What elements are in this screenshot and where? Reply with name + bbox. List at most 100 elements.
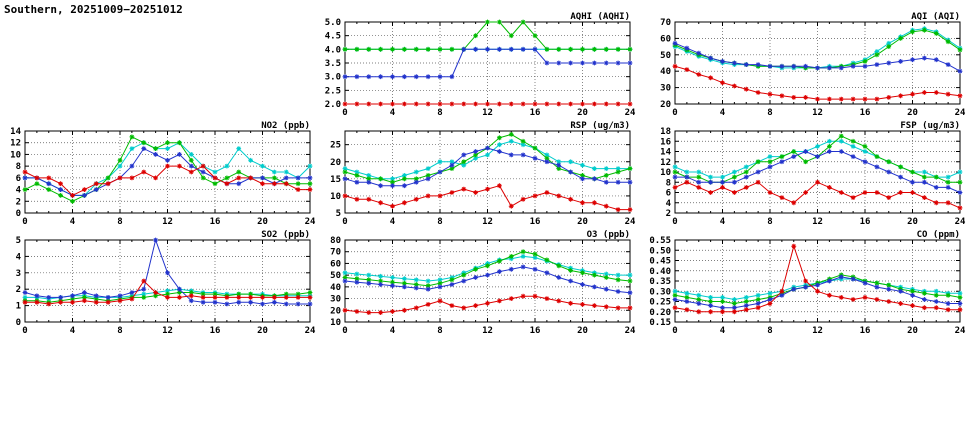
ytick-label: 6 (666, 189, 671, 199)
xtick-label: 20 (257, 326, 268, 336)
ytick-label: 0.50 (649, 246, 671, 256)
ytick-label: 20 (330, 306, 341, 316)
series-markers-blue (672, 274, 963, 311)
chart-title: AQI (AQI) (911, 12, 960, 22)
series-markers-blue (22, 146, 313, 198)
ytick-label: 60 (330, 259, 341, 269)
series-markers-blue (672, 40, 963, 74)
xtick-label: 4 (70, 217, 76, 227)
chart-title: RSP (ug/m3) (570, 121, 630, 131)
ytick-label: 2 (16, 285, 21, 295)
xtick-label: 4 (720, 108, 726, 118)
xtick-label: 4 (720, 326, 726, 336)
xtick-label: 20 (577, 326, 588, 336)
chart-title: SO2 (ppb) (261, 230, 310, 240)
ytick-label: 0.35 (649, 277, 671, 287)
xtick-label: 8 (437, 217, 442, 227)
ytick-label: 0.45 (649, 257, 671, 267)
ytick-label: 3.5 (325, 59, 341, 69)
series-markers-red (672, 179, 963, 211)
xtick-label: 24 (955, 108, 966, 118)
ytick-label: 14 (10, 127, 21, 137)
ytick-label: 8 (666, 178, 671, 188)
ytick-label: 15 (330, 175, 341, 185)
xtick-label: 8 (117, 217, 122, 227)
xtick-label: 4 (70, 326, 76, 336)
ytick-label: 16 (660, 137, 671, 147)
chart-title: FSP (ug/m3) (900, 121, 960, 131)
ytick-label: 4.0 (325, 45, 341, 55)
ytick-label: 2.0 (325, 100, 341, 110)
xtick-label: 20 (907, 326, 918, 336)
ytick-label: 20 (660, 100, 671, 110)
ytick-label: 2.5 (325, 86, 341, 96)
xtick-label: 24 (305, 326, 316, 336)
xtick-label: 12 (162, 217, 173, 227)
ytick-label: 0.15 (649, 318, 671, 328)
chart-title: NO2 (ppb) (261, 121, 310, 131)
series-line-red (674, 181, 961, 209)
ytick-label: 0.55 (649, 236, 671, 246)
series-markers-red (672, 243, 963, 315)
series-line-green (344, 251, 631, 287)
chart-title: AQHI (AQHI) (570, 12, 630, 22)
ytick-label: 50 (330, 271, 341, 281)
xtick-label: 0 (342, 217, 347, 227)
xtick-label: 20 (577, 108, 588, 118)
ytick-label: 0.40 (649, 267, 671, 277)
xtick-label: 12 (162, 326, 173, 336)
xtick-label: 0 (22, 326, 27, 336)
xtick-label: 12 (482, 217, 493, 227)
xtick-label: 16 (530, 108, 541, 118)
xtick-label: 4 (390, 326, 396, 336)
ytick-label: 60 (660, 34, 671, 44)
ytick-label: 0.20 (649, 308, 671, 318)
ytick-label: 5.0 (325, 18, 341, 28)
ytick-label: 10 (330, 192, 341, 202)
ytick-label: 70 (330, 248, 341, 258)
ytick-label: 10 (330, 318, 341, 328)
series-markers-green (672, 133, 963, 185)
xtick-label: 24 (955, 217, 966, 227)
xtick-label: 12 (482, 108, 493, 118)
xtick-label: 24 (305, 217, 316, 227)
series-markers-red (342, 293, 633, 315)
ytick-label: 40 (330, 283, 341, 293)
xtick-label: 24 (625, 326, 636, 336)
ytick-label: 4.5 (325, 32, 341, 42)
ytick-label: 40 (660, 67, 671, 77)
xtick-label: 16 (210, 326, 221, 336)
xtick-label: 4 (720, 217, 726, 227)
ytick-label: 12 (10, 139, 21, 149)
ytick-label: 30 (660, 84, 671, 94)
page-title: Southern, 20251009−20251012 (4, 3, 183, 16)
series-markers-cyan (342, 138, 633, 182)
chart-rsp: 5 10 15 20 25 0 4 8 12 16 20 24 RSP (ug/m3) (330, 121, 636, 227)
ytick-label: 25 (330, 141, 341, 151)
series-markers-red (342, 101, 633, 107)
xtick-label: 12 (812, 217, 823, 227)
ytick-label: 4 (16, 186, 22, 196)
series-markers-red (22, 278, 313, 307)
xtick-label: 8 (767, 108, 772, 118)
ytick-label: 6 (16, 174, 21, 184)
ytick-label: 0 (16, 209, 21, 219)
chart-title: CO (ppm) (917, 230, 960, 240)
ytick-label: 14 (660, 148, 671, 158)
ytick-label: 0 (16, 318, 21, 328)
ytick-label: 70 (660, 18, 671, 28)
xtick-label: 8 (767, 326, 772, 336)
series-markers-red (342, 183, 633, 212)
chart-title: O3 (ppb) (587, 230, 630, 240)
xtick-label: 0 (342, 108, 347, 118)
series-markers-red (672, 63, 963, 102)
ytick-label: 0.25 (649, 298, 671, 308)
xtick-label: 4 (390, 217, 396, 227)
xtick-label: 0 (672, 326, 677, 336)
ytick-label: 50 (660, 51, 671, 61)
ytick-label: 80 (330, 236, 341, 246)
xtick-label: 16 (860, 217, 871, 227)
